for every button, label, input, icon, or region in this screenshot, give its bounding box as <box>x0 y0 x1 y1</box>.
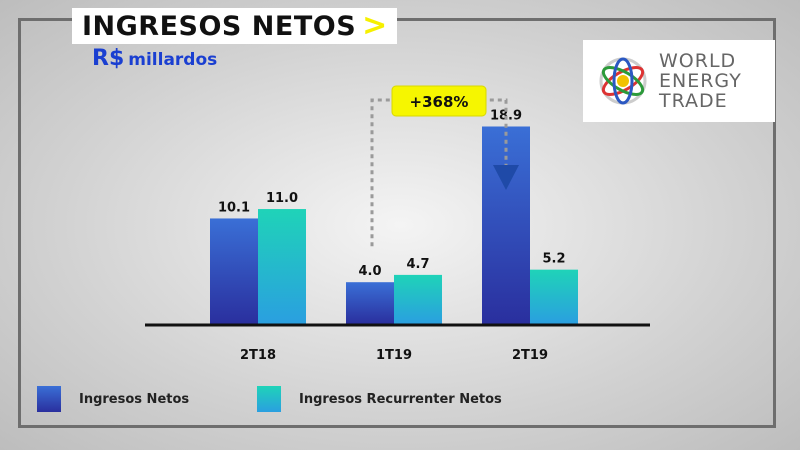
data-label: 11.0 <box>266 191 298 206</box>
logo-text: WORLD ENERGY TRADE <box>659 51 742 111</box>
logo: WORLD ENERGY TRADE <box>583 40 775 122</box>
data-label: 4.0 <box>358 264 381 279</box>
chart-subtitle: R$ millardos <box>92 46 217 71</box>
legend-swatch <box>257 386 281 412</box>
logo-line: ENERGY <box>659 70 742 92</box>
category-tick-label: 1T19 <box>376 348 412 363</box>
bar-ingresos-netos-1t19 <box>346 282 394 324</box>
bar-ingresos-netos-2t18 <box>210 218 258 324</box>
globe-icon <box>599 57 647 105</box>
arrow-down-icon <box>493 165 519 190</box>
data-label: 4.7 <box>406 257 429 272</box>
annotation-connector <box>370 98 508 247</box>
title-box: INGRESOS NETOS > <box>72 8 398 44</box>
data-label: 10.1 <box>218 200 250 215</box>
unit-label: millardos <box>128 50 218 70</box>
page-title: INGRESOS NETOS <box>82 10 357 42</box>
data-label: 5.2 <box>542 252 565 267</box>
legend-item-ingresos-recurrenter: Ingresos Recurrenter Netos <box>257 386 502 412</box>
bar-ingresos-recurrenter-netos-2t18 <box>258 209 306 324</box>
annotation-label: +368% <box>410 93 469 111</box>
currency-label: R$ <box>92 46 125 71</box>
legend-swatch <box>37 386 61 412</box>
logo-line: WORLD <box>659 50 737 72</box>
legend-label: Ingresos Netos <box>79 391 190 407</box>
legend-label: Ingresos Recurrenter Netos <box>299 391 502 407</box>
bar-ingresos-recurrenter-netos-2t19 <box>530 269 578 324</box>
category-tick-label: 2T19 <box>512 348 548 363</box>
title-chevron-icon: > <box>362 8 388 43</box>
logo-line: TRADE <box>659 90 728 112</box>
legend-item-ingresos-netos: Ingresos Netos <box>37 386 189 412</box>
annotation-callout <box>391 85 487 117</box>
bar-ingresos-recurrenter-netos-1t19 <box>394 274 442 324</box>
category-tick-label: 2T18 <box>240 348 276 363</box>
